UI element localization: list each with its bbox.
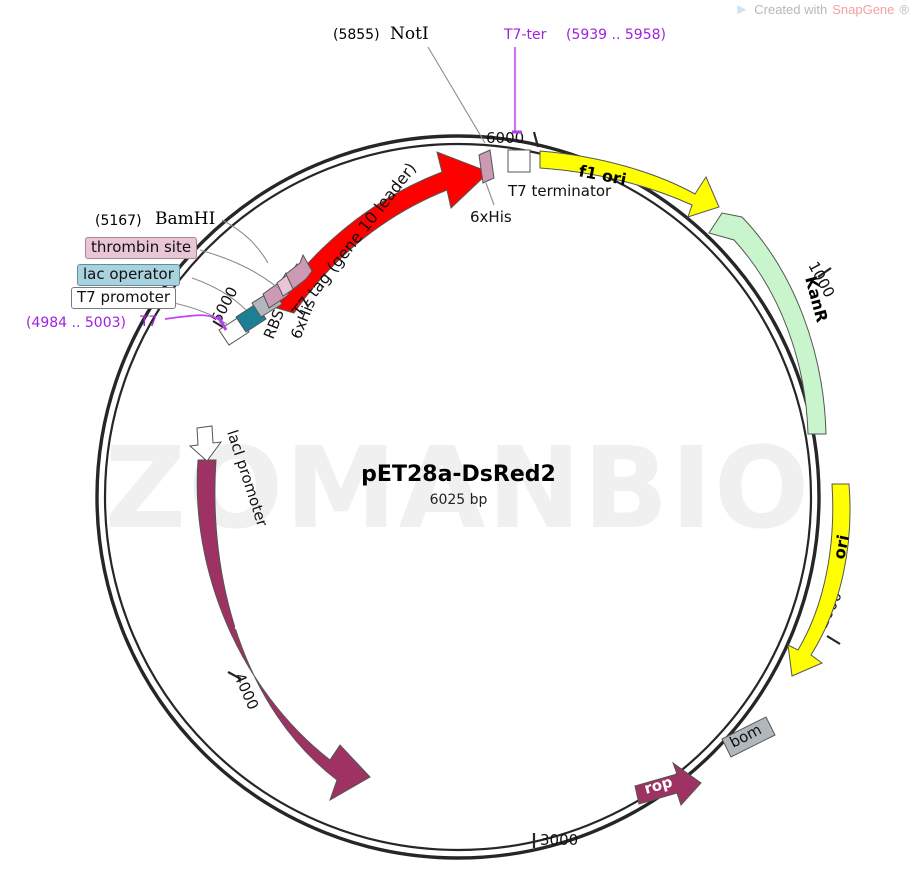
- feature-label-t7-tag: T7 tag (gene 10 leader): [288, 159, 421, 321]
- feature-6xhis-right[interactable]: [478, 149, 495, 184]
- enzyme-noti-label[interactable]: NotI: [390, 24, 429, 44]
- feature-label-t7-promoter[interactable]: T7 promoter: [71, 287, 177, 310]
- feature-t7-terminator[interactable]: [507, 149, 531, 173]
- feature-kanr[interactable]: KanR: [708, 212, 832, 435]
- watermark-brand-reg: ®: [899, 2, 909, 17]
- enzyme-noti-position: (5855): [333, 27, 380, 43]
- feature-laci-promoter[interactable]: [188, 425, 223, 462]
- feature-label-thrombin-site[interactable]: thrombin site: [85, 237, 198, 260]
- primer-t7-marker: [164, 314, 228, 331]
- primer-t7ter-marker: [512, 47, 522, 134]
- feature-label-lac-operator[interactable]: lac operator: [77, 264, 180, 287]
- plasmid-size: 6025 bp: [429, 492, 488, 508]
- feature-t7-tag[interactable]: [285, 253, 313, 290]
- snapgene-logo-icon: ►: [734, 1, 750, 18]
- primer-t7ter-name[interactable]: T7-ter: [504, 27, 547, 43]
- snapgene-watermark: ► Created with SnapGene ®: [734, 2, 909, 17]
- plasmid-backbone: [95, 134, 821, 860]
- primer-t7ter-range: (5939 .. 5958): [566, 27, 666, 43]
- enzyme-bamhi-label[interactable]: BamHI: [155, 209, 216, 229]
- leader-lines: [173, 46, 486, 326]
- primer-t7-range: (4984 .. 5003): [26, 315, 126, 331]
- watermark-created-text: Created with: [754, 2, 828, 17]
- svg-text:3000: 3000: [540, 831, 578, 849]
- watermark-brand-name: SnapGene: [832, 2, 895, 17]
- svg-text:4000: 4000: [230, 670, 262, 712]
- feature-label-ori: ori: [829, 533, 853, 561]
- feature-rop[interactable]: rop: [634, 761, 702, 806]
- enzyme-bamhi-position: (5167): [95, 213, 142, 229]
- feature-label-6xhis-right: 6xHis: [470, 208, 512, 226]
- center-watermark: ZOMANBIO: [105, 424, 812, 554]
- feature-f1-ori[interactable]: f1 ori: [539, 150, 720, 218]
- feature-label-t7-terminator: T7 terminator: [507, 182, 612, 200]
- feature-ori[interactable]: ori: [787, 483, 853, 677]
- primer-t7-name[interactable]: T7: [140, 314, 158, 330]
- plasmid-title: pET28a-DsRed2: [361, 462, 556, 487]
